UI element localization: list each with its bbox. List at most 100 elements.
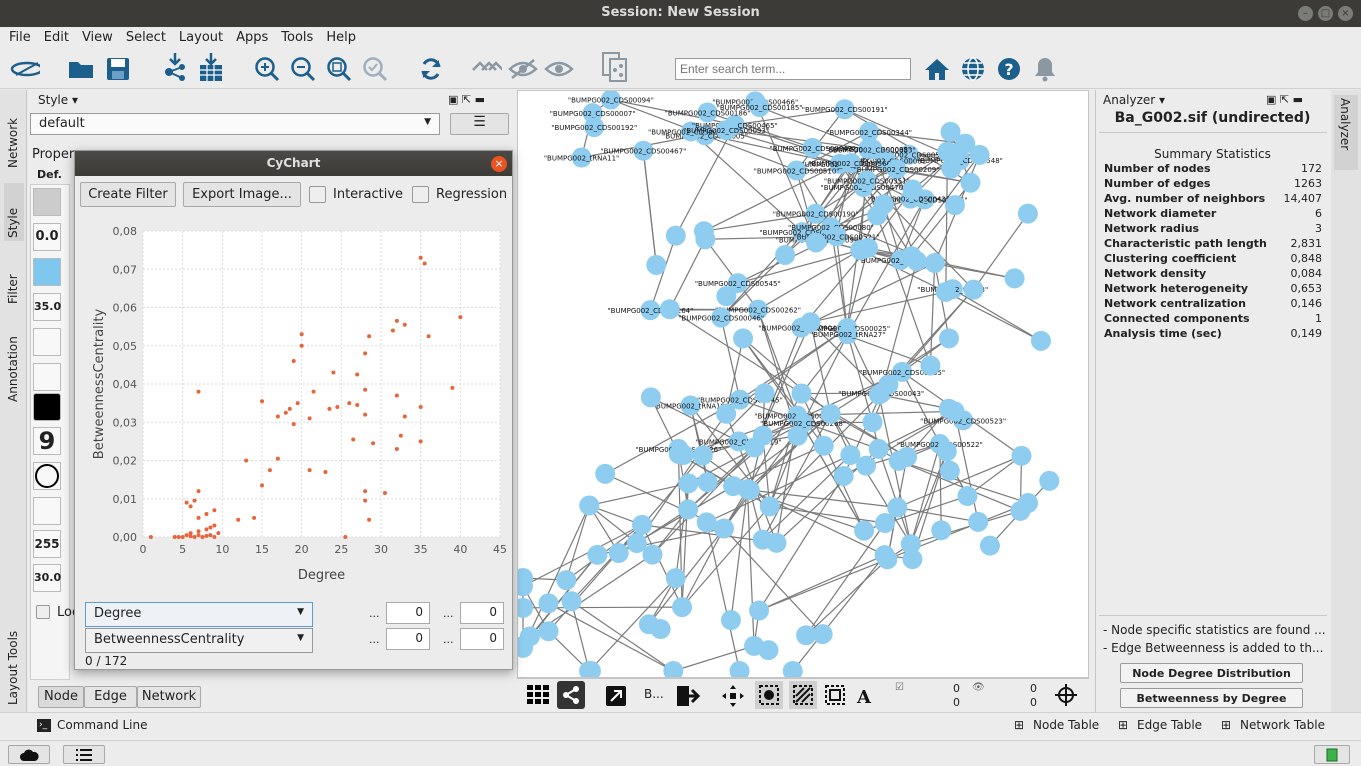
network-node[interactable] bbox=[571, 147, 592, 168]
network-node[interactable] bbox=[728, 431, 749, 452]
menu-edit[interactable]: Edit bbox=[43, 30, 69, 45]
network-node[interactable] bbox=[538, 593, 559, 614]
network-node[interactable] bbox=[561, 591, 582, 612]
scatter-chart[interactable]: 0 5 10 15 20 25 30 35 40 45 0,00 0,01 0,02 0,03 0,04 0,… bbox=[80, 216, 510, 586]
refresh-icon[interactable] bbox=[416, 55, 446, 83]
network-node[interactable] bbox=[744, 437, 765, 458]
menu-view[interactable]: View bbox=[81, 30, 113, 45]
style-options-button[interactable]: ☰ bbox=[450, 113, 509, 135]
network-node[interactable] bbox=[642, 544, 663, 565]
cloud-icon[interactable] bbox=[8, 745, 50, 764]
network-node[interactable] bbox=[697, 102, 718, 123]
node-size-default[interactable]: 35.0 bbox=[33, 293, 61, 321]
interactive-checkbox[interactable] bbox=[309, 186, 326, 203]
help-icon[interactable]: ? bbox=[994, 55, 1024, 83]
lock-checkbox[interactable] bbox=[36, 605, 50, 619]
network-node[interactable] bbox=[900, 534, 921, 555]
x-axis-select[interactable]: Degree ▼ bbox=[85, 602, 313, 627]
show-all-icon[interactable] bbox=[544, 55, 574, 83]
globe-icon[interactable] bbox=[958, 55, 988, 83]
network-node[interactable] bbox=[939, 460, 960, 481]
network-node[interactable] bbox=[969, 144, 990, 165]
menu-apps[interactable]: Apps bbox=[236, 30, 269, 45]
network-node[interactable] bbox=[960, 172, 981, 193]
select-edges-icon[interactable] bbox=[789, 681, 817, 709]
network-node[interactable] bbox=[579, 661, 600, 678]
x-min-field[interactable]: 0 bbox=[386, 602, 430, 624]
network-node[interactable] bbox=[963, 279, 984, 300]
navigator-icon[interactable] bbox=[1055, 684, 1077, 710]
menu-help[interactable]: Help bbox=[326, 30, 356, 45]
menu-file[interactable]: File bbox=[9, 30, 31, 45]
task-list-icon[interactable] bbox=[63, 745, 105, 764]
cytoscape-logo-icon[interactable] bbox=[10, 55, 40, 83]
network-node[interactable] bbox=[723, 476, 744, 497]
network-node[interactable] bbox=[805, 232, 826, 253]
hide-icon[interactable] bbox=[508, 55, 538, 83]
network-node[interactable] bbox=[640, 300, 661, 321]
network-node[interactable] bbox=[920, 355, 941, 376]
close-button[interactable]: × bbox=[1338, 6, 1353, 21]
network-node[interactable] bbox=[633, 140, 654, 161]
network-node[interactable] bbox=[595, 463, 616, 484]
network-node[interactable] bbox=[877, 549, 898, 570]
minimize-button[interactable]: – bbox=[1298, 6, 1313, 21]
label-color-default[interactable] bbox=[33, 393, 61, 421]
network-node[interactable] bbox=[837, 324, 858, 345]
network-node[interactable] bbox=[840, 445, 861, 466]
empty-default-2[interactable] bbox=[33, 363, 61, 391]
save-icon[interactable] bbox=[103, 55, 133, 83]
export-icon[interactable] bbox=[675, 684, 701, 712]
export-image-button[interactable]: Export Image... bbox=[183, 182, 301, 207]
network-node[interactable] bbox=[813, 435, 834, 456]
network-node[interactable] bbox=[868, 438, 889, 459]
style-tab-node[interactable]: Node bbox=[38, 686, 84, 708]
tab-network[interactable]: Network bbox=[3, 98, 23, 168]
network-node[interactable] bbox=[626, 533, 647, 554]
network-node[interactable] bbox=[826, 226, 847, 247]
network-node[interactable] bbox=[556, 570, 577, 591]
network-node[interactable] bbox=[787, 425, 808, 446]
network-node[interactable] bbox=[584, 117, 605, 138]
border-width-default[interactable]: 0.0 bbox=[33, 223, 61, 251]
network-node[interactable] bbox=[786, 160, 807, 181]
network-node[interactable] bbox=[729, 389, 750, 410]
network-node[interactable] bbox=[888, 450, 909, 471]
network-node[interactable] bbox=[931, 520, 952, 541]
open-folder-icon[interactable] bbox=[66, 55, 96, 83]
network-node[interactable] bbox=[868, 384, 889, 405]
network-node[interactable] bbox=[862, 139, 883, 160]
network-node[interactable] bbox=[1039, 470, 1060, 491]
betweenness-by-degree-button[interactable]: Betweenness by Degree bbox=[1120, 688, 1303, 708]
zoom-out-icon[interactable] bbox=[288, 55, 318, 83]
network-node[interactable] bbox=[1011, 445, 1032, 466]
network-node[interactable] bbox=[901, 246, 922, 267]
network-node[interactable] bbox=[800, 312, 821, 333]
node-degree-distribution-button[interactable]: Node Degree Distribution bbox=[1120, 663, 1303, 683]
network-node[interactable] bbox=[834, 99, 855, 120]
empty-default-3[interactable] bbox=[33, 497, 61, 525]
network-node[interactable] bbox=[833, 465, 854, 486]
network-node[interactable] bbox=[696, 512, 717, 533]
panel-window-controls[interactable]: ▣ ⇱ ▬ bbox=[448, 93, 485, 106]
network-node[interactable] bbox=[711, 307, 732, 328]
transparency-default[interactable]: 255 bbox=[33, 530, 61, 558]
network-node[interactable] bbox=[862, 412, 883, 433]
select-annotations-icon[interactable] bbox=[823, 683, 847, 711]
network-node[interactable] bbox=[875, 513, 896, 534]
network-node[interactable] bbox=[716, 120, 737, 141]
network-node[interactable] bbox=[716, 286, 737, 307]
empty-default-1[interactable] bbox=[33, 328, 61, 356]
network-node[interactable] bbox=[646, 254, 667, 275]
import-network-icon[interactable] bbox=[160, 53, 190, 81]
network-node[interactable] bbox=[802, 137, 823, 158]
network-node[interactable] bbox=[968, 511, 989, 532]
tab-analyzer[interactable]: Analyzer bbox=[1338, 98, 1352, 150]
network-node[interactable] bbox=[856, 455, 877, 476]
select-nodes-icon[interactable] bbox=[755, 681, 783, 709]
network-node[interactable] bbox=[587, 544, 608, 565]
grid-view-icon[interactable] bbox=[527, 685, 549, 709]
network-node[interactable] bbox=[673, 444, 694, 465]
network-node[interactable] bbox=[892, 361, 913, 382]
network-node[interactable] bbox=[1017, 203, 1038, 224]
